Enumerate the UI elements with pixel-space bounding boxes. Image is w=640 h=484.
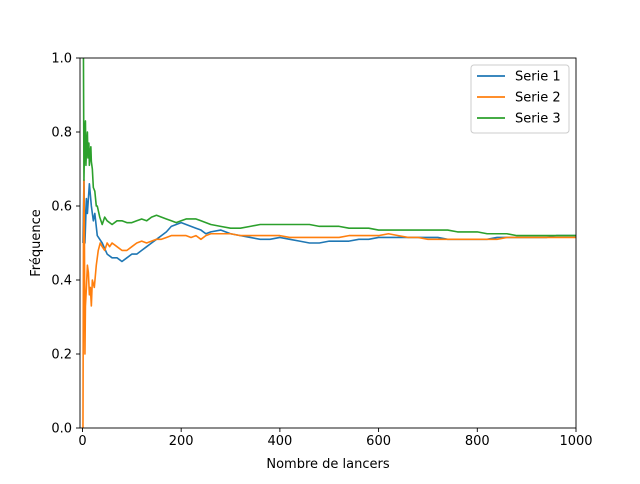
legend-label-1: Serie 1	[515, 70, 561, 85]
x-tick-label: 400	[267, 434, 292, 449]
x-tick-label: 0	[78, 434, 86, 449]
legend: Serie 1 Serie 2 Serie 3	[470, 64, 570, 134]
y-tick-label: 0.0	[51, 422, 72, 437]
series-line-1	[82, 179, 576, 263]
series-line-2	[82, 179, 576, 428]
legend-label-3: Serie 3	[515, 112, 561, 127]
y-tick-label: 1.0	[51, 52, 72, 67]
axes-layer: 0 200 400 600 800 1000 0.0 0.2 0.4 0.6 0.8 1.0	[51, 52, 592, 450]
x-tick-label: 600	[366, 434, 391, 449]
y-tick-label: 0.2	[51, 348, 72, 363]
legend-label-2: Serie 2	[515, 91, 561, 106]
x-tick-label: 800	[465, 434, 490, 449]
y-axis-label: Fréquence	[29, 209, 44, 276]
legend-box	[470, 64, 570, 134]
plot-frame	[79, 57, 577, 429]
series-layer	[82, 58, 576, 428]
series-line-3	[82, 58, 576, 237]
y-tick-label: 0.4	[51, 274, 72, 289]
y-tick-label: 0.8	[51, 126, 72, 141]
x-tick-label: 200	[169, 434, 194, 449]
x-axis-label: Nombre de lancers	[266, 457, 389, 472]
y-tick-label: 0.6	[51, 200, 72, 215]
x-tick-label: 1000	[559, 434, 592, 449]
